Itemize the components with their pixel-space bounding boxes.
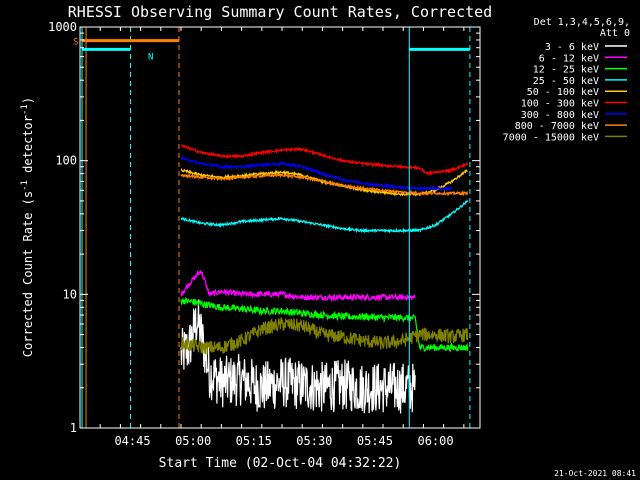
series-25-50-kev xyxy=(180,199,469,234)
series-300-800-kev xyxy=(180,154,452,192)
y-axis-label-part: Corrected Count Rate (s xyxy=(21,191,35,357)
x-tick-label: 05:45 xyxy=(357,434,393,448)
chart-title: RHESSI Observing Summary Count Rates, Co… xyxy=(68,3,492,21)
plot-frame xyxy=(79,26,481,429)
x-axis-label: Start Time (02-Oct-04 04:32:22) xyxy=(159,456,402,471)
legend-header: Att 0 xyxy=(600,28,630,39)
y-tick-label: 1 xyxy=(70,421,77,435)
legend-entry: 300 - 800 keV xyxy=(521,110,599,121)
legend-entry: 12 - 25 keV xyxy=(533,65,599,76)
legend-entry: 25 - 50 keV xyxy=(533,76,599,87)
flag-bars: SN xyxy=(73,27,471,428)
series-line xyxy=(180,296,469,353)
series-6-12-kev xyxy=(180,269,416,302)
series-line xyxy=(180,317,469,355)
series-line xyxy=(180,172,469,197)
y-axis-label-superscript: -1 xyxy=(20,180,30,191)
legend-entry: 6 - 12 keV xyxy=(539,53,599,64)
legend-entry: 50 - 100 keV xyxy=(527,87,599,98)
legend-entry: 800 - 7000 keV xyxy=(515,121,599,132)
y-axis-label-superscript: -1 xyxy=(20,104,30,115)
x-tick-label: 05:00 xyxy=(175,434,211,448)
legend-header: Det 1,3,4,5,6,9, xyxy=(534,17,630,28)
series-line xyxy=(180,269,416,302)
legend-entry: 7000 - 15000 keV xyxy=(503,132,599,143)
legend-entry: 3 - 6 keV xyxy=(545,42,599,53)
y-tick-label: 10 xyxy=(63,287,77,301)
y-axis-label-part: detector xyxy=(21,115,35,180)
series-line xyxy=(180,144,469,177)
series-3-6-kev xyxy=(180,299,416,414)
y-axis-label-part: ) xyxy=(21,97,35,104)
x-tick-label: 04:45 xyxy=(114,434,150,448)
series-line xyxy=(180,154,452,192)
flag-label: N xyxy=(148,52,153,62)
plot-area xyxy=(180,144,469,414)
series-12-25-kev xyxy=(180,296,469,353)
series-7000-15000-kev xyxy=(180,317,469,355)
footer-timestamp: 21-Oct-2021 08:41 xyxy=(554,469,636,478)
y-tick-label: 100 xyxy=(55,154,77,168)
x-tick-label: 05:30 xyxy=(296,434,332,448)
series-line xyxy=(180,299,416,414)
x-tick-label: 06:00 xyxy=(417,434,453,448)
axes: 1 10 100 1000 04:45 05:00 05:15 05:30 05:45 06:00 xyxy=(48,20,481,448)
y-axis-label: Corrected Count Rate (s-1 detector-1) xyxy=(20,97,35,357)
legend-entry: 100 - 300 keV xyxy=(521,99,599,110)
x-tick-label: 05:15 xyxy=(236,434,272,448)
y-tick-label: 1000 xyxy=(48,20,77,34)
series-line xyxy=(180,199,469,234)
flag-label: S xyxy=(73,38,78,48)
series-800-7000-kev xyxy=(180,172,469,197)
series-100-300-kev xyxy=(180,144,469,177)
